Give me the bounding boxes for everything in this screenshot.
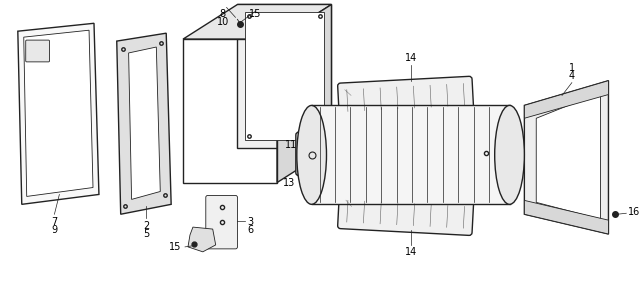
FancyBboxPatch shape xyxy=(296,132,321,176)
Polygon shape xyxy=(524,81,609,118)
Text: 10: 10 xyxy=(216,17,228,27)
Text: 2: 2 xyxy=(143,221,150,231)
Polygon shape xyxy=(116,33,171,214)
Text: 14: 14 xyxy=(404,247,417,257)
Text: 7: 7 xyxy=(51,217,58,227)
Polygon shape xyxy=(129,47,160,199)
Text: 16: 16 xyxy=(628,207,640,217)
Polygon shape xyxy=(277,5,332,182)
FancyBboxPatch shape xyxy=(472,127,500,178)
Ellipse shape xyxy=(495,106,524,204)
Text: 11: 11 xyxy=(285,140,297,150)
Text: 6: 6 xyxy=(247,225,253,235)
Bar xyxy=(312,106,509,204)
Text: 15: 15 xyxy=(249,9,262,19)
Text: 15: 15 xyxy=(169,242,181,252)
Text: 1: 1 xyxy=(569,63,575,73)
Text: 9: 9 xyxy=(51,225,58,235)
Polygon shape xyxy=(188,227,216,252)
Polygon shape xyxy=(237,5,332,148)
Text: 14: 14 xyxy=(404,53,417,63)
Polygon shape xyxy=(24,30,93,196)
FancyBboxPatch shape xyxy=(26,40,49,62)
Polygon shape xyxy=(536,93,600,219)
Text: 12: 12 xyxy=(509,148,522,158)
Polygon shape xyxy=(183,5,332,39)
Polygon shape xyxy=(245,12,324,140)
Text: 8: 8 xyxy=(220,9,226,19)
Text: 3: 3 xyxy=(247,217,253,227)
Text: 4: 4 xyxy=(569,71,575,81)
Ellipse shape xyxy=(297,106,326,204)
FancyBboxPatch shape xyxy=(206,195,237,249)
Polygon shape xyxy=(524,81,609,234)
FancyBboxPatch shape xyxy=(338,76,474,119)
Polygon shape xyxy=(524,200,609,234)
Polygon shape xyxy=(18,23,99,204)
FancyBboxPatch shape xyxy=(338,193,474,235)
Text: 13: 13 xyxy=(283,178,295,188)
Text: 5: 5 xyxy=(143,229,150,239)
